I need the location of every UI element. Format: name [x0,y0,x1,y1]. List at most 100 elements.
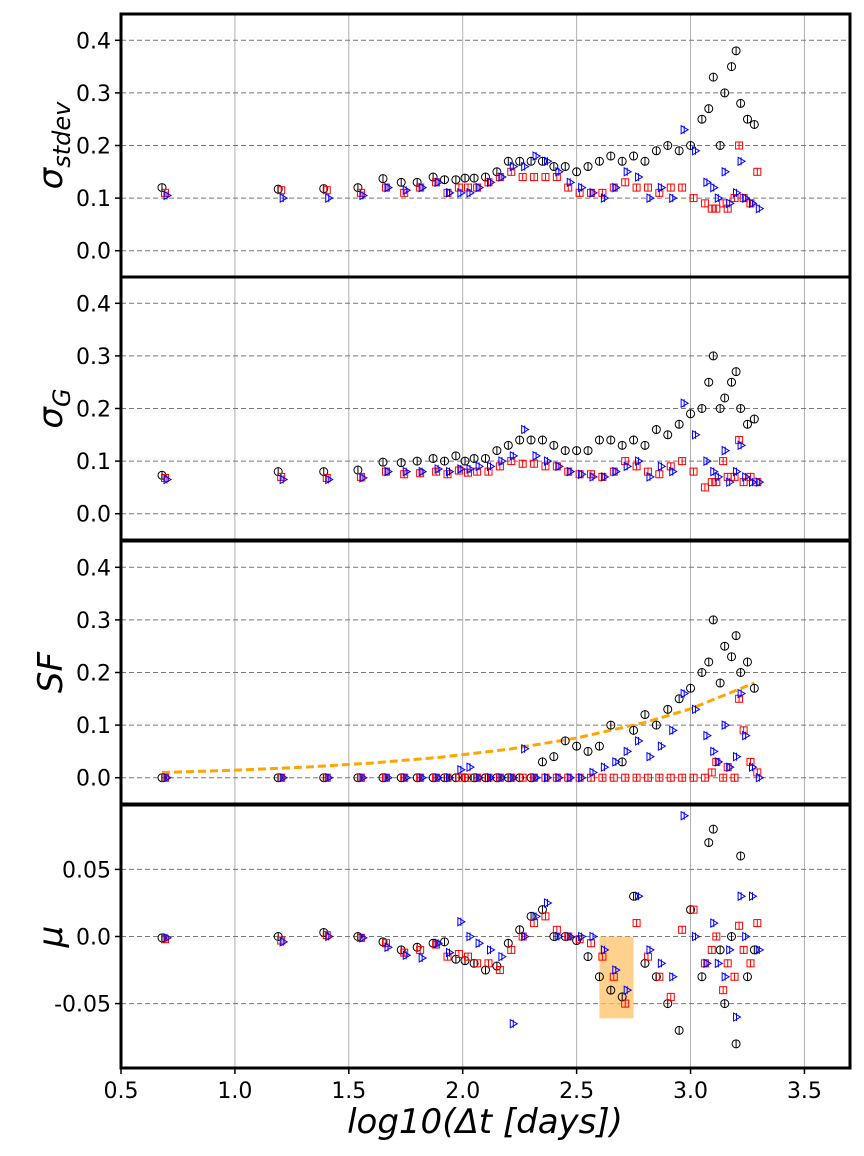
data-point [434,938,444,949]
data-point [700,199,709,208]
data-point [753,919,762,928]
data-point [655,773,664,782]
data-point [560,162,570,172]
data-point [445,772,455,783]
data-point [715,945,725,955]
data-point [735,694,744,703]
data-point [475,938,485,949]
data-point [674,1025,684,1035]
data-point [606,151,616,161]
data-point [484,959,493,968]
data-point [498,772,507,783]
data-point [598,773,607,782]
data-point [715,678,725,688]
data-point [325,474,334,485]
data-point [674,694,684,704]
data-point [669,466,678,477]
data-point [753,768,762,777]
data-point [755,477,765,488]
data-point [507,457,516,466]
data-point [731,46,741,56]
data-point [686,683,696,693]
data-point [704,104,714,114]
x-tick-label: 1.5 [331,1079,366,1104]
data-point [726,477,735,488]
data-point [600,945,610,955]
data-point [457,187,466,198]
data-point [635,172,644,182]
data-point [737,688,747,699]
panel-1: 0.0 0.1 0.2 0.3 0.4 σstdev [31,12,852,279]
data-point [646,193,655,203]
data-point [428,453,438,463]
data-point [663,704,673,714]
data-point [600,472,610,482]
y-tick-label: 0.3 [76,609,111,634]
data-point [359,932,368,943]
data-point [384,466,393,477]
data-point [495,966,504,975]
data-point [737,440,747,451]
data-point [434,464,444,474]
data-point [530,173,539,182]
data-point [678,773,687,782]
data-point [733,466,742,477]
data-point [518,173,527,182]
data-point [481,453,490,463]
data-point [475,772,485,783]
data-point [621,999,630,1008]
data-point [736,851,746,861]
data-point [487,461,496,472]
data-point [707,945,716,954]
data-point [714,472,724,482]
series-3 [163,810,765,1029]
panel-2: 0.0 0.1 0.2 0.3 0.4 σG [31,275,852,542]
data-point [530,459,539,468]
data-point [600,193,610,203]
data-point [643,183,652,192]
data-point [726,762,735,773]
data-point [572,446,582,456]
data-point [463,773,472,782]
data-point [657,461,667,472]
data-point [736,98,746,108]
data-point [594,156,604,166]
data-point [731,631,741,641]
series-3 [163,398,765,488]
data-point [600,762,610,773]
data-point [666,992,675,1001]
data-point [445,187,455,198]
data-point [666,773,675,782]
data-point [643,773,652,782]
y-label-main: SF [31,651,71,693]
data-point [714,757,724,767]
data-point [674,146,684,156]
data-point [739,726,748,735]
data-point [575,935,584,944]
data-point [666,462,675,471]
x-tick-label: 3.5 [787,1079,822,1104]
data-point [632,773,641,782]
data-point [749,683,759,693]
data-point [678,925,687,934]
data-point [748,198,758,209]
data-point [663,430,673,440]
data-point [715,404,725,413]
data-point [384,942,393,953]
y-tick-label: 0.2 [76,135,111,160]
data-point [487,177,496,188]
data-point [669,193,678,203]
data-point [402,950,412,961]
data-point [163,772,173,783]
data-point [549,162,559,172]
plot-area [121,805,850,1068]
data-point [655,972,664,981]
data-point [359,190,368,201]
data-point [726,945,735,955]
data-point [589,767,599,778]
data-point [518,773,527,782]
data-point [655,470,664,479]
data-point [457,916,466,927]
series-3 [163,688,765,783]
